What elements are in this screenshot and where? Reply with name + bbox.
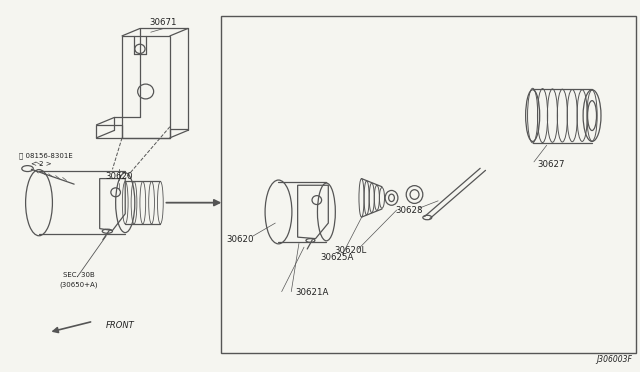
- Text: SEC. 30B: SEC. 30B: [63, 272, 95, 278]
- Text: (30650+A): (30650+A): [60, 281, 98, 288]
- Text: Ⓐ 08156-8301E: Ⓐ 08156-8301E: [19, 152, 72, 159]
- Text: J306003F: J306003F: [596, 355, 632, 364]
- Bar: [221, 16, 636, 353]
- Text: 30627: 30627: [537, 160, 564, 169]
- Text: < 2 >: < 2 >: [31, 161, 52, 167]
- Text: 30620: 30620: [105, 171, 132, 180]
- Text: 30620: 30620: [227, 235, 254, 244]
- Text: 30620L: 30620L: [335, 247, 367, 256]
- Text: 30671: 30671: [150, 18, 177, 27]
- Text: 30628: 30628: [396, 206, 423, 215]
- Text: 30621A: 30621A: [296, 288, 329, 297]
- Text: 30625A: 30625A: [321, 253, 354, 262]
- Text: FRONT: FRONT: [106, 321, 135, 330]
